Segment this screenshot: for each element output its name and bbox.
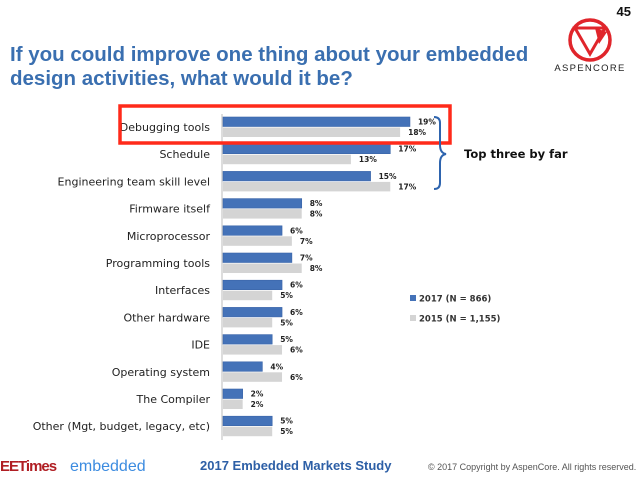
data-label: 6%: [290, 308, 303, 317]
bar: [222, 225, 283, 236]
category-label: Other (Mgt, budget, legacy, etc): [33, 420, 210, 433]
data-label: 2%: [251, 400, 264, 409]
category-label: Firmware itself: [129, 203, 211, 216]
page-title: If you could improve one thing about you…: [10, 43, 529, 90]
category-label: Debugging tools: [120, 121, 210, 134]
data-label: 5%: [280, 291, 293, 300]
bar: [223, 127, 401, 137]
data-label: 13%: [359, 155, 377, 164]
data-label: 5%: [280, 427, 293, 436]
embedded-logo: embedded: [70, 458, 146, 475]
data-label: 5%: [280, 335, 293, 344]
category-label: Operating system: [112, 366, 210, 379]
bar: [222, 415, 273, 427]
data-label: 6%: [290, 226, 303, 235]
bar: [223, 399, 243, 409]
bar: [222, 143, 391, 155]
highlight-box: [118, 104, 452, 145]
bar: [223, 345, 283, 355]
annotation: Top three by far: [464, 147, 568, 161]
legend-label: 2017 (N = 866): [419, 295, 491, 305]
category-label: IDE: [191, 339, 210, 352]
bar: [223, 290, 273, 301]
category-label: Interfaces: [155, 284, 210, 297]
bar-chart: Debugging tools Schedule Engineering team …: [33, 104, 568, 440]
bar: [222, 361, 263, 372]
category-label: Schedule: [159, 148, 210, 161]
aspencore-logo: [568, 18, 612, 62]
bar: [222, 171, 371, 182]
bar: [223, 154, 351, 165]
category-label: Engineering team skill level: [58, 175, 210, 188]
data-label: 6%: [290, 346, 303, 355]
data-label: 7%: [300, 237, 313, 246]
bar: [222, 198, 303, 209]
brace-icon: [433, 116, 447, 190]
data-label: 19%: [418, 118, 436, 127]
category-label: The Compiler: [136, 393, 211, 406]
bar: [223, 372, 283, 382]
data-label: 5%: [280, 417, 293, 426]
data-label: 6%: [290, 281, 303, 290]
data-label: 8%: [310, 264, 323, 273]
bar: [222, 334, 273, 345]
copyright: © 2017 Copyright by AspenCore. All right…: [428, 462, 637, 472]
data-label: 7%: [300, 254, 313, 263]
data-label: 17%: [398, 182, 416, 191]
bar: [223, 209, 302, 219]
bar: [223, 317, 273, 328]
data-label: 17%: [398, 145, 416, 154]
bar: [222, 388, 243, 399]
bar: [222, 252, 293, 263]
bar: [223, 263, 302, 273]
logo-text: ASPENCORE: [554, 63, 626, 74]
bar: [222, 279, 283, 290]
eetimes-logo: EETimes: [0, 458, 57, 475]
data-label: 5%: [280, 318, 293, 327]
legend-swatch: [410, 315, 416, 321]
data-label: 4%: [270, 362, 283, 371]
data-label: 8%: [310, 199, 323, 208]
bar: [223, 426, 273, 437]
category-label: Other hardware: [123, 311, 210, 324]
study-title: 2017 Embedded Markets Study: [200, 458, 392, 473]
data-label: 18%: [408, 128, 426, 137]
category-label: Microprocessor: [127, 230, 211, 243]
data-label: 8%: [310, 210, 323, 219]
bar: [222, 307, 283, 318]
legend-label: 2015 (N = 1,155): [419, 315, 501, 325]
category-label: Programming tools: [106, 257, 210, 270]
page-number: 45: [616, 4, 631, 19]
data-label: 2%: [251, 390, 264, 399]
bar: [223, 236, 292, 246]
bar: [223, 181, 391, 192]
legend-swatch: [410, 295, 416, 301]
bar: [222, 116, 411, 127]
data-label: 6%: [290, 373, 303, 382]
data-label: 15%: [379, 172, 397, 181]
